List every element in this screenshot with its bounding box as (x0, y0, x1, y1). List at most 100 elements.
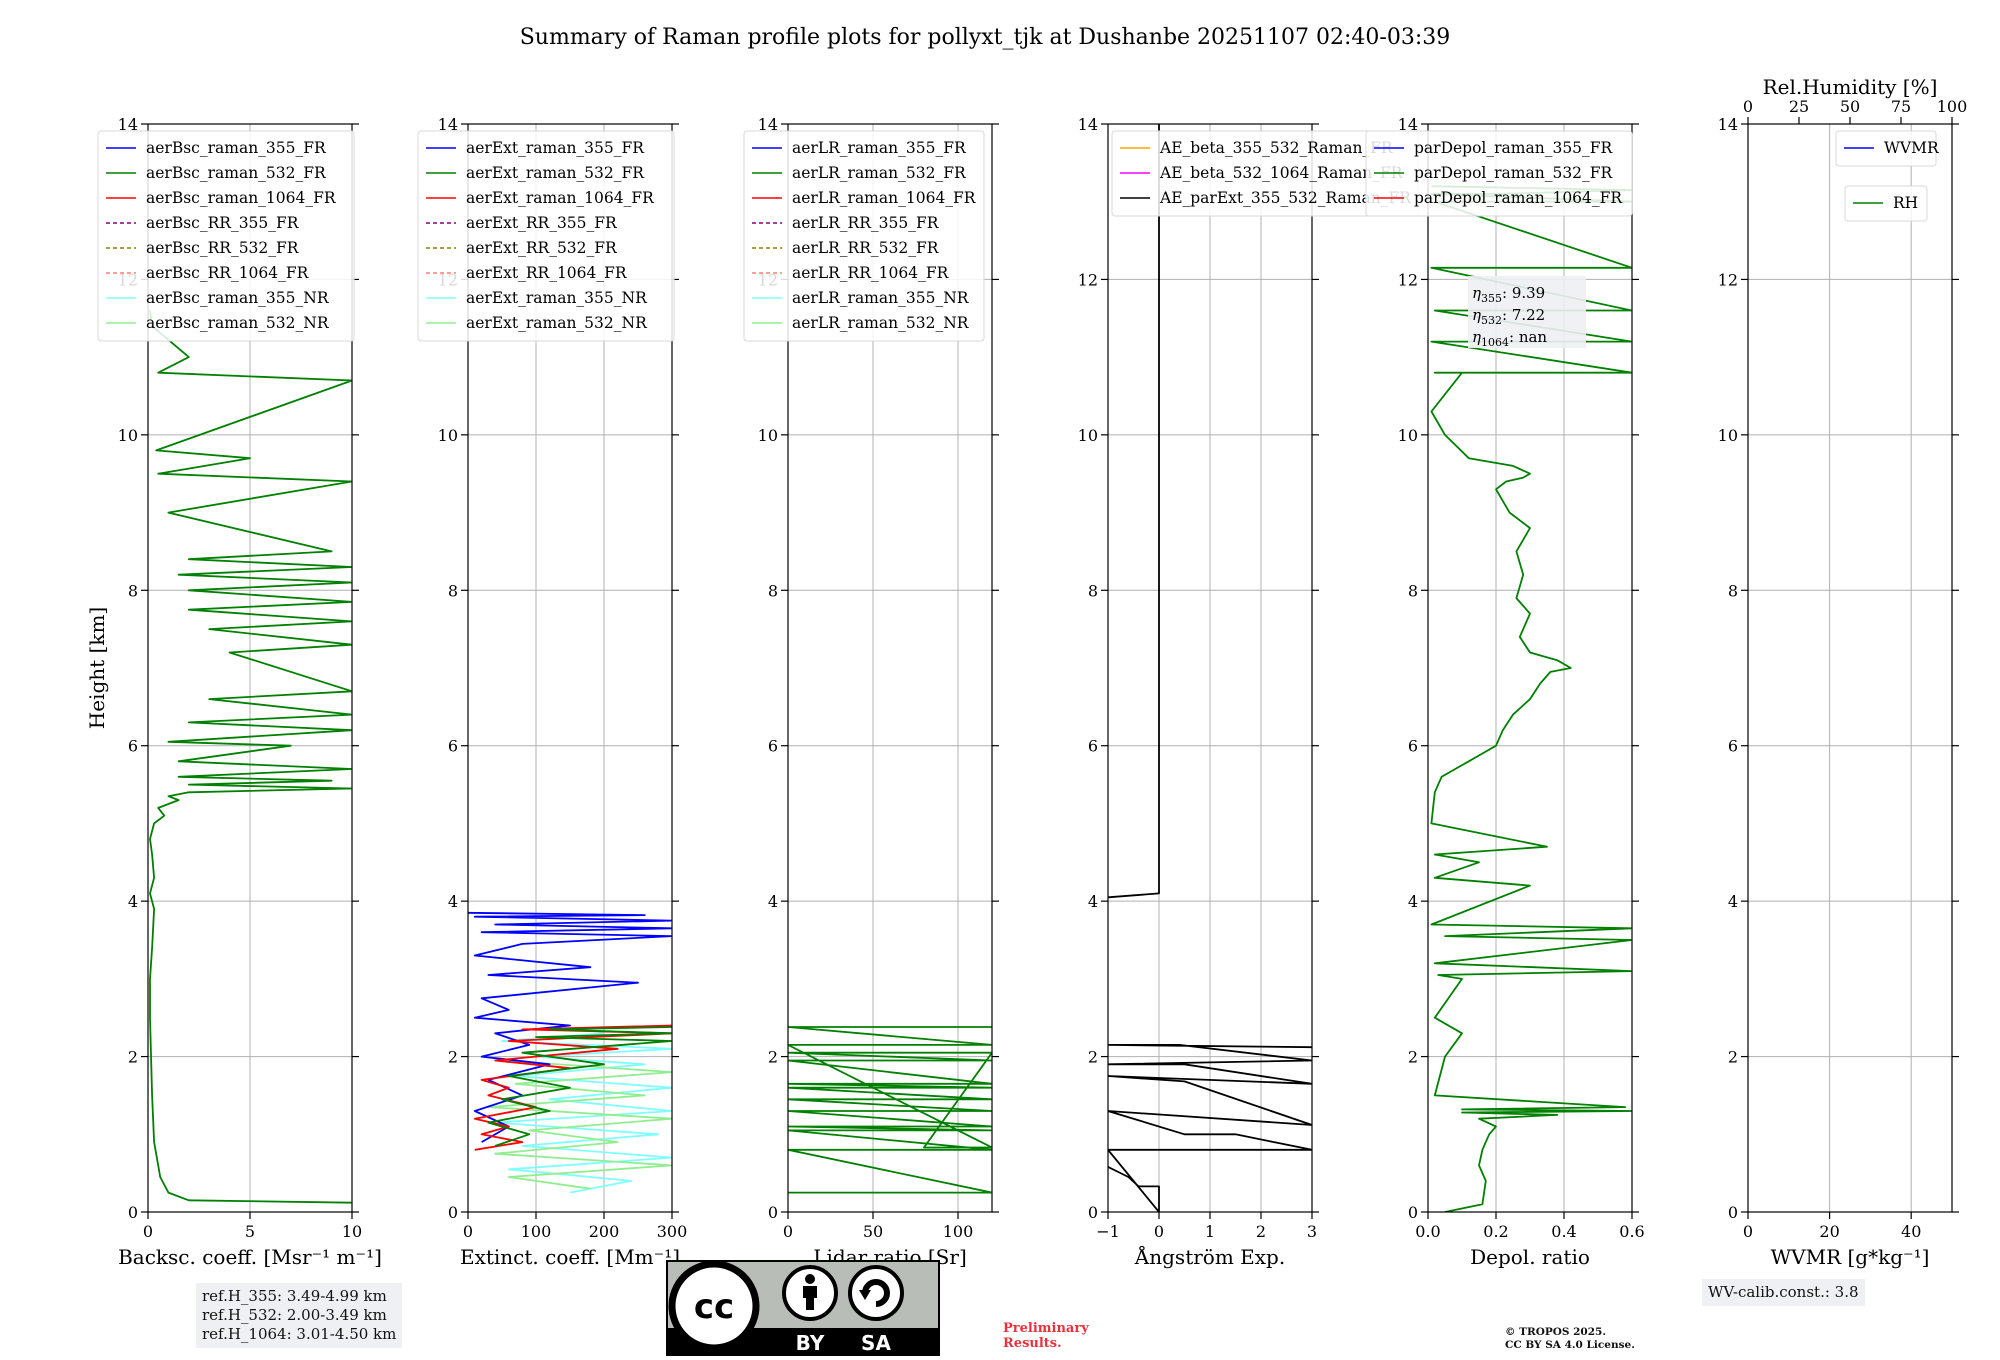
series-group (149, 310, 352, 1204)
legend-label: aerBsc_RR_532_FR (146, 239, 300, 257)
legend-box (97, 130, 355, 342)
x-tick-label: 0.6 (1619, 1222, 1644, 1241)
eta-symbol: η (1472, 306, 1481, 324)
y-tick-label: 10 (1718, 426, 1738, 445)
x-axis-label: WVMR [g*kg⁻¹] (1771, 1245, 1930, 1269)
x2-tick-label: 75 (1891, 97, 1911, 116)
x-axis-label: Depol. ratio (1470, 1245, 1590, 1269)
x-tick-label: 0 (1154, 1222, 1164, 1241)
y-tick-label: 14 (758, 115, 778, 134)
y-tick-label: 6 (128, 737, 138, 756)
x-axis-label: Ångström Exp. (1134, 1244, 1285, 1269)
y-tick-label: 8 (448, 581, 458, 600)
preliminary-line2: Results. (1003, 1336, 1062, 1351)
y-tick-label: 0 (1408, 1203, 1418, 1222)
legend-label: aerExt_raman_532_NR (466, 314, 648, 332)
y-tick-label: 10 (118, 426, 138, 445)
y-tick-label: 10 (438, 426, 458, 445)
reference-height-box: ref.H_355: 3.49-4.99 km ref.H_532: 2.00-… (196, 1283, 403, 1348)
x-axis-label: Backsc. coeff. [Msr⁻¹ m⁻¹] (118, 1245, 382, 1269)
legend-label: aerLR_raman_532_FR (792, 164, 967, 182)
axes-frame (1107, 123, 1313, 1213)
legend-label: aerLR_RR_532_FR (792, 239, 940, 257)
y-tick-label: 4 (768, 892, 778, 911)
share-alike-arrowhead (859, 1290, 871, 1300)
y-tick-label: 2 (1728, 1048, 1738, 1067)
y-tick-label: 6 (1728, 737, 1738, 756)
legend-label: parDepol_raman_532_FR (1414, 164, 1614, 182)
badge-sa-text: SA (861, 1331, 891, 1355)
y-tick-label: 0 (128, 1203, 138, 1222)
legend-label: aerBsc_RR_1064_FR (146, 264, 310, 282)
y-tick-label: 8 (128, 581, 138, 600)
y-tick-label: 10 (758, 426, 778, 445)
legend-label: aerExt_raman_355_NR (466, 289, 648, 307)
chart-panel-2: 010020030002468101214Extinct. coeff. [Mm… (417, 115, 687, 1269)
series-line-aerLR_raman_532_FR (788, 1026, 992, 1194)
y-tick-label: 14 (1718, 115, 1738, 134)
y-tick-label: 4 (1408, 892, 1418, 911)
x-tick-label: 5 (245, 1222, 255, 1241)
x-tick-label: 20 (1819, 1222, 1839, 1241)
y-tick-label: 4 (128, 892, 138, 911)
attribution-icon-head (805, 1274, 815, 1284)
y-tick-label: 14 (1398, 115, 1418, 134)
x-tick-label: 200 (589, 1222, 620, 1241)
preliminary-notice: Preliminary Results. (1003, 1321, 1089, 1351)
y-tick-label: 6 (768, 737, 778, 756)
legend-box (417, 130, 675, 342)
attribution-icon-legs (806, 1297, 814, 1310)
y-tick-label: 2 (128, 1048, 138, 1067)
y-axis-label: Height [km] (85, 607, 109, 729)
legend-label: aerBsc_raman_532_NR (146, 314, 330, 332)
legend-label: aerExt_raman_355_FR (466, 139, 645, 157)
eta-symbol: η (1472, 328, 1481, 346)
y-tick-label: 0 (1088, 1203, 1098, 1222)
cc-by-sa-license-badge: cc BY SA (666, 1260, 940, 1356)
copyright-notice: © TROPOS 2025. CC BY SA 4.0 License. (1505, 1326, 1635, 1352)
series-group (1430, 185, 1632, 1212)
x2-tick-label: 25 (1789, 97, 1809, 116)
cc-icon-text: cc (694, 1287, 734, 1327)
legend: AE_beta_355_532_Raman_FR AE_beta_532_1064… (1111, 130, 1419, 217)
y-tick-label: 14 (1078, 115, 1098, 134)
preliminary-line1: Preliminary (1003, 1321, 1089, 1336)
legend: parDepol_raman_355_FR parDepol_raman_532_… (1365, 130, 1633, 217)
y-tick-label: 12 (1398, 270, 1418, 289)
legend-box (1844, 185, 1928, 222)
legend-label: aerLR_RR_355_FR (792, 214, 940, 232)
ref-height-355: ref.H_355: 3.49-4.99 km (202, 1287, 387, 1305)
legend: aerLR_raman_355_FR aerLR_raman_532_FR aerL… (743, 130, 985, 342)
panels: 051002468101214Backsc. coeff. [Msr⁻¹ m⁻¹… (85, 75, 1967, 1269)
eta-subscript: 355 (1481, 292, 1502, 305)
legend-label: AE_beta_355_532_Raman_FR (1159, 139, 1394, 157)
x-tick-label: 0.2 (1483, 1222, 1508, 1241)
eta-box (1468, 276, 1586, 348)
eta-subscript: 1064 (1481, 336, 1509, 349)
y-tick-label: 4 (448, 892, 458, 911)
wv-calib-constant: WV-calib.const.: 3.8 (1708, 1283, 1859, 1301)
legend: RH (1844, 185, 1928, 222)
y-tick-label: 0 (768, 1203, 778, 1222)
x2-tick-label: 50 (1840, 97, 1860, 116)
y-tick-label: 6 (448, 737, 458, 756)
x-tick-label: 1 (1205, 1222, 1215, 1241)
eta-symbol: η (1472, 284, 1481, 302)
legend-label: aerLR_raman_1064_FR (792, 189, 977, 207)
x-tick-label: 0 (783, 1222, 793, 1241)
x2-axis-label: Rel.Humidity [%] (1763, 75, 1938, 99)
legend-label: aerExt_RR_1064_FR (466, 264, 628, 282)
x-tick-label: 0 (463, 1222, 473, 1241)
y-tick-label: 14 (438, 115, 458, 134)
legend-label: aerBsc_RR_355_FR (146, 214, 300, 232)
legend-label: RH (1893, 194, 1918, 212)
y-tick-label: 6 (1408, 737, 1418, 756)
x-tick-label: 0 (143, 1222, 153, 1241)
y-tick-label: 2 (768, 1048, 778, 1067)
legend-label: AE_beta_532_1064_Raman_FR (1159, 164, 1404, 182)
ref-height-532: ref.H_532: 2.00-3.49 km (202, 1306, 387, 1324)
y-tick-label: 0 (1728, 1203, 1738, 1222)
